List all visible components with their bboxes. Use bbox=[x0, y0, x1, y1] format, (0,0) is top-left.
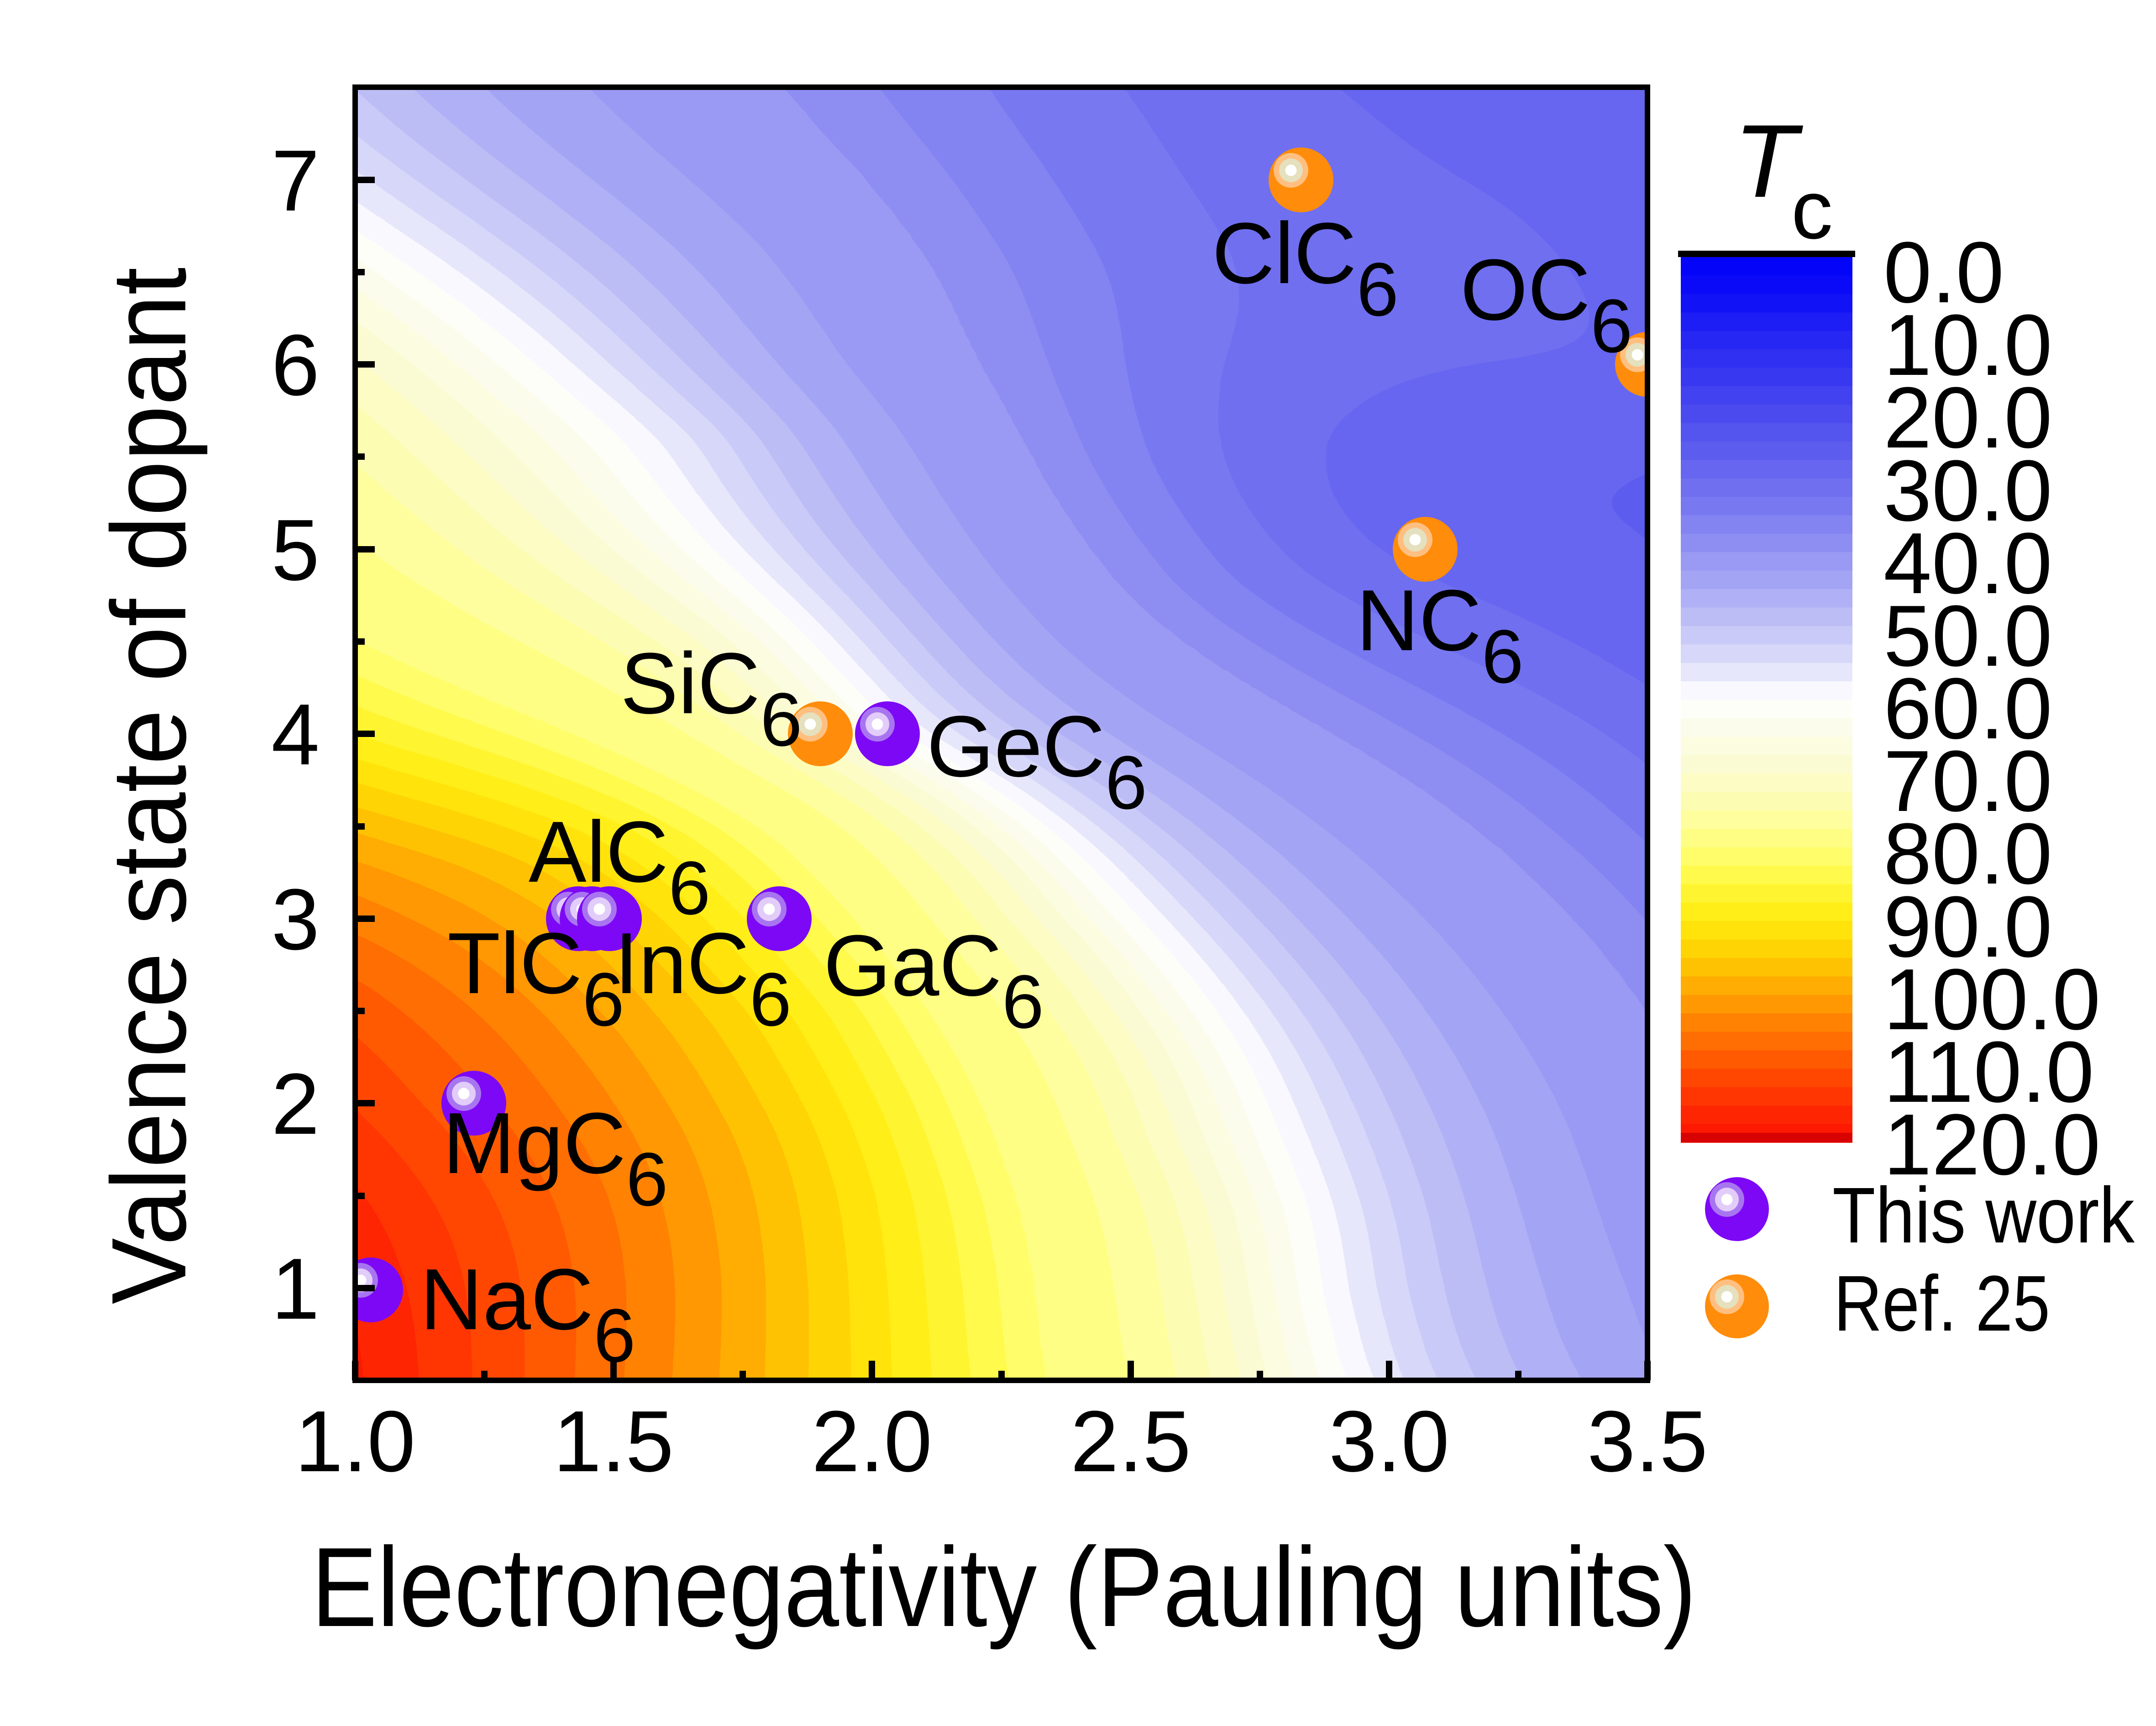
svg-text:6: 6 bbox=[271, 317, 320, 414]
svg-text:2.0: 2.0 bbox=[812, 1393, 932, 1490]
svg-text:20.0: 20.0 bbox=[1883, 369, 2052, 466]
svg-text:30.0: 30.0 bbox=[1883, 442, 2052, 539]
svg-text:110.0: 110.0 bbox=[1883, 1024, 2094, 1121]
svg-text:60.0: 60.0 bbox=[1883, 660, 2052, 757]
svg-text:90.0: 90.0 bbox=[1883, 879, 2052, 975]
svg-text:Ref. 25: Ref. 25 bbox=[1834, 1259, 2050, 1347]
svg-text:3.5: 3.5 bbox=[1587, 1393, 1708, 1490]
svg-text:3.0: 3.0 bbox=[1329, 1393, 1449, 1490]
svg-text:5: 5 bbox=[271, 502, 320, 599]
svg-text:1: 1 bbox=[271, 1241, 320, 1337]
svg-text:120.0: 120.0 bbox=[1883, 1096, 2100, 1193]
svg-text:1.5: 1.5 bbox=[553, 1393, 674, 1490]
svg-text:2.5: 2.5 bbox=[1070, 1393, 1191, 1490]
svg-text:10.0: 10.0 bbox=[1883, 297, 2052, 394]
svg-text:7: 7 bbox=[271, 132, 320, 229]
svg-text:3: 3 bbox=[271, 871, 320, 968]
svg-text:2: 2 bbox=[271, 1056, 320, 1152]
svg-text:T: T bbox=[1734, 104, 1804, 219]
svg-text:100.0: 100.0 bbox=[1883, 951, 2100, 1048]
svg-text:4: 4 bbox=[271, 686, 320, 783]
svg-text:0.0: 0.0 bbox=[1883, 224, 2004, 321]
svg-text:Valence state of dopant: Valence state of dopant bbox=[90, 268, 208, 1305]
svg-text:This work: This work bbox=[1832, 1171, 2135, 1259]
svg-text:50.0: 50.0 bbox=[1883, 588, 2052, 684]
svg-text:40.0: 40.0 bbox=[1883, 515, 2052, 612]
svg-text:c: c bbox=[1791, 163, 1833, 256]
svg-text:Electronegativity (Pauling uni: Electronegativity (Pauling units) bbox=[311, 1524, 1696, 1650]
svg-text:70.0: 70.0 bbox=[1883, 733, 2052, 830]
svg-text:80.0: 80.0 bbox=[1883, 805, 2052, 902]
svg-text:1.0: 1.0 bbox=[295, 1393, 415, 1490]
